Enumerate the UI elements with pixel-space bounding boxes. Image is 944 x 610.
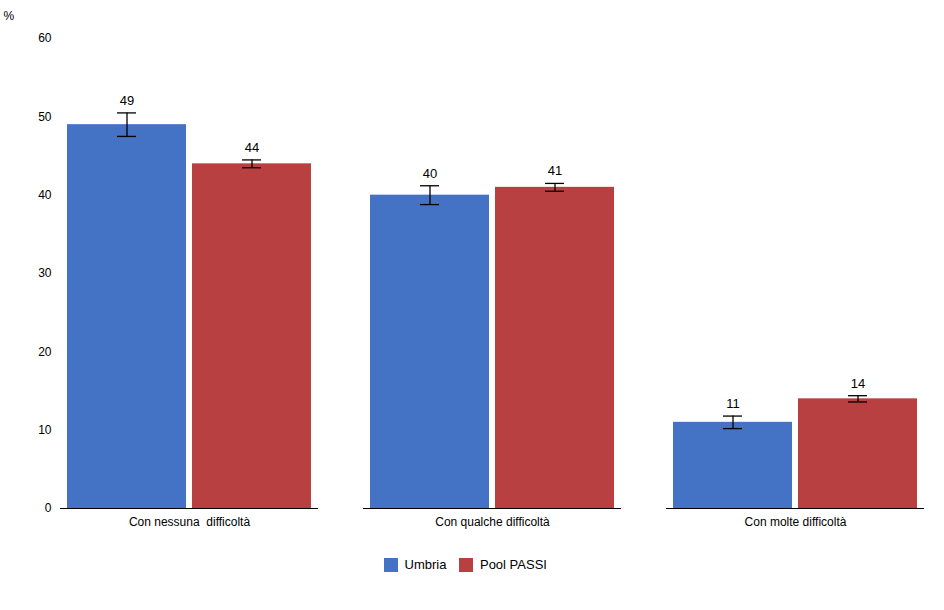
svg-text:11: 11 [726, 396, 740, 411]
html-text:Umbria: Umbria [404, 557, 447, 572]
svg-text:Con qualche difficoltà: Con qualche difficoltà [435, 515, 550, 529]
html-text:Pool PASSI: Pool PASSI [480, 557, 547, 572]
svg-text:41: 41 [548, 163, 562, 178]
svg-text:49: 49 [120, 93, 134, 108]
svg-text:50: 50 [38, 110, 52, 124]
svg-text:40: 40 [38, 188, 52, 202]
svg-text:40: 40 [423, 166, 437, 181]
svg-text:30: 30 [38, 266, 52, 280]
svg-text:14: 14 [851, 376, 865, 391]
svg-text:Con nessuna difficoltà: Con nessuna difficoltà [129, 515, 251, 529]
svg-text:%: % [4, 9, 15, 23]
svg-text:20: 20 [38, 345, 52, 359]
svg-text:44: 44 [245, 140, 259, 155]
svg-text:10: 10 [38, 423, 52, 437]
svg-text:60: 60 [38, 31, 52, 45]
svg-text:Con molte difficoltà: Con molte difficoltà [745, 515, 847, 529]
svg-text:0: 0 [45, 501, 52, 515]
